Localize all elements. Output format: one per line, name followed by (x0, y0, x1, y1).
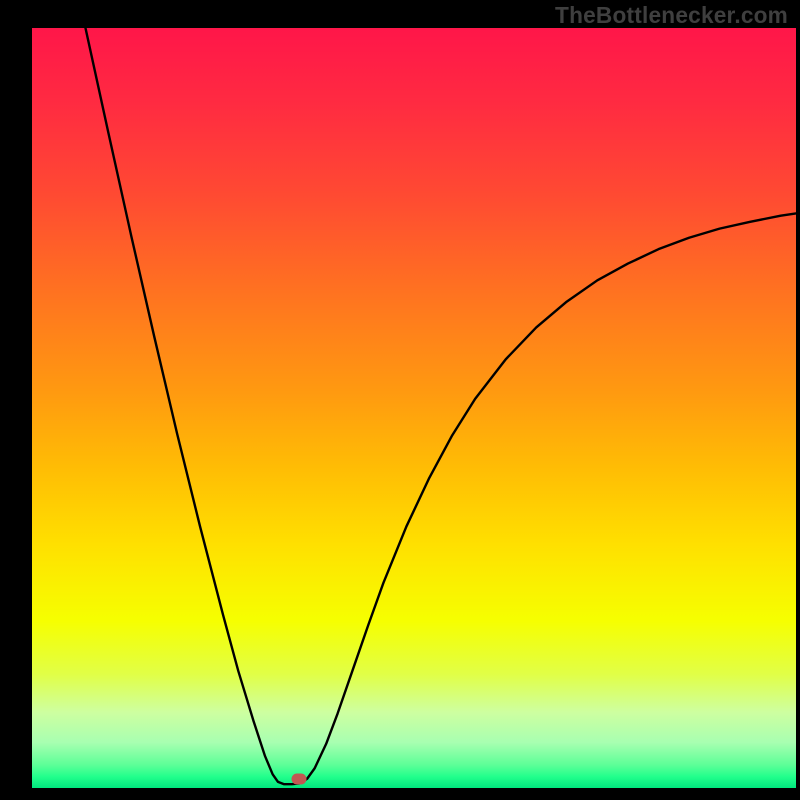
watermark-text: TheBottlenecker.com (555, 2, 788, 29)
plot-area (32, 28, 796, 788)
figure-root: TheBottlenecker.com (0, 0, 800, 800)
minimum-marker (292, 773, 307, 784)
gradient-background (32, 28, 796, 788)
